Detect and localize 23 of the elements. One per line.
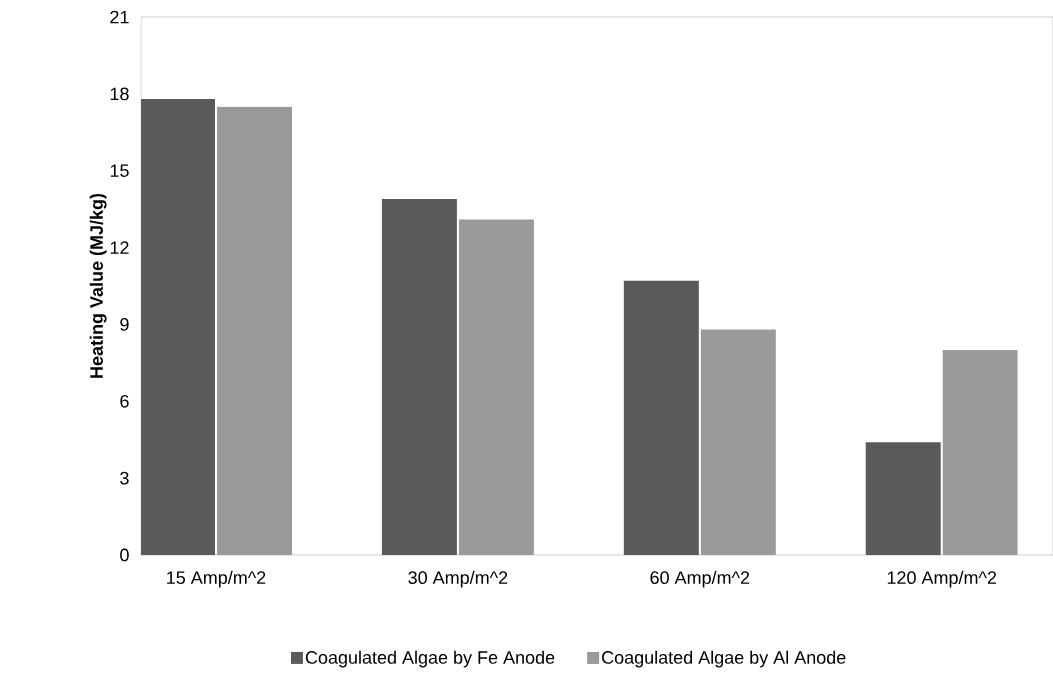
bar [865,442,941,555]
bar [381,198,457,555]
x-tick-label: 120 Amp/m^2 [887,570,997,588]
y-tick-label: 6 [120,394,129,408]
y-tick-label: 0 [120,548,129,562]
x-tick-label: 30 Amp/m^2 [408,570,508,588]
y-tick-label: 9 [120,318,129,331]
x-tick-label: 15 Amp/m^2 [167,570,266,588]
legend-label: Coagulated Algae by Al Anode [602,650,846,668]
legend-label: Coagulated Algae by Fe Anode [305,650,555,668]
bar [217,106,292,555]
bar [141,98,215,555]
y-tick-label: 12 [110,241,129,254]
x-tick-label: 60 Amp/m^2 [650,570,750,588]
y-tick-label: 15 [110,164,129,177]
bar [700,329,776,555]
bar [623,280,699,555]
y-tick-label: 3 [120,471,129,485]
bar [458,219,534,555]
bar [942,350,1018,555]
y-tick-label: 21 [110,10,129,24]
y-axis-title: Heating Value (MJ/kg) [89,193,107,378]
y-tick-label: 18 [110,87,129,101]
